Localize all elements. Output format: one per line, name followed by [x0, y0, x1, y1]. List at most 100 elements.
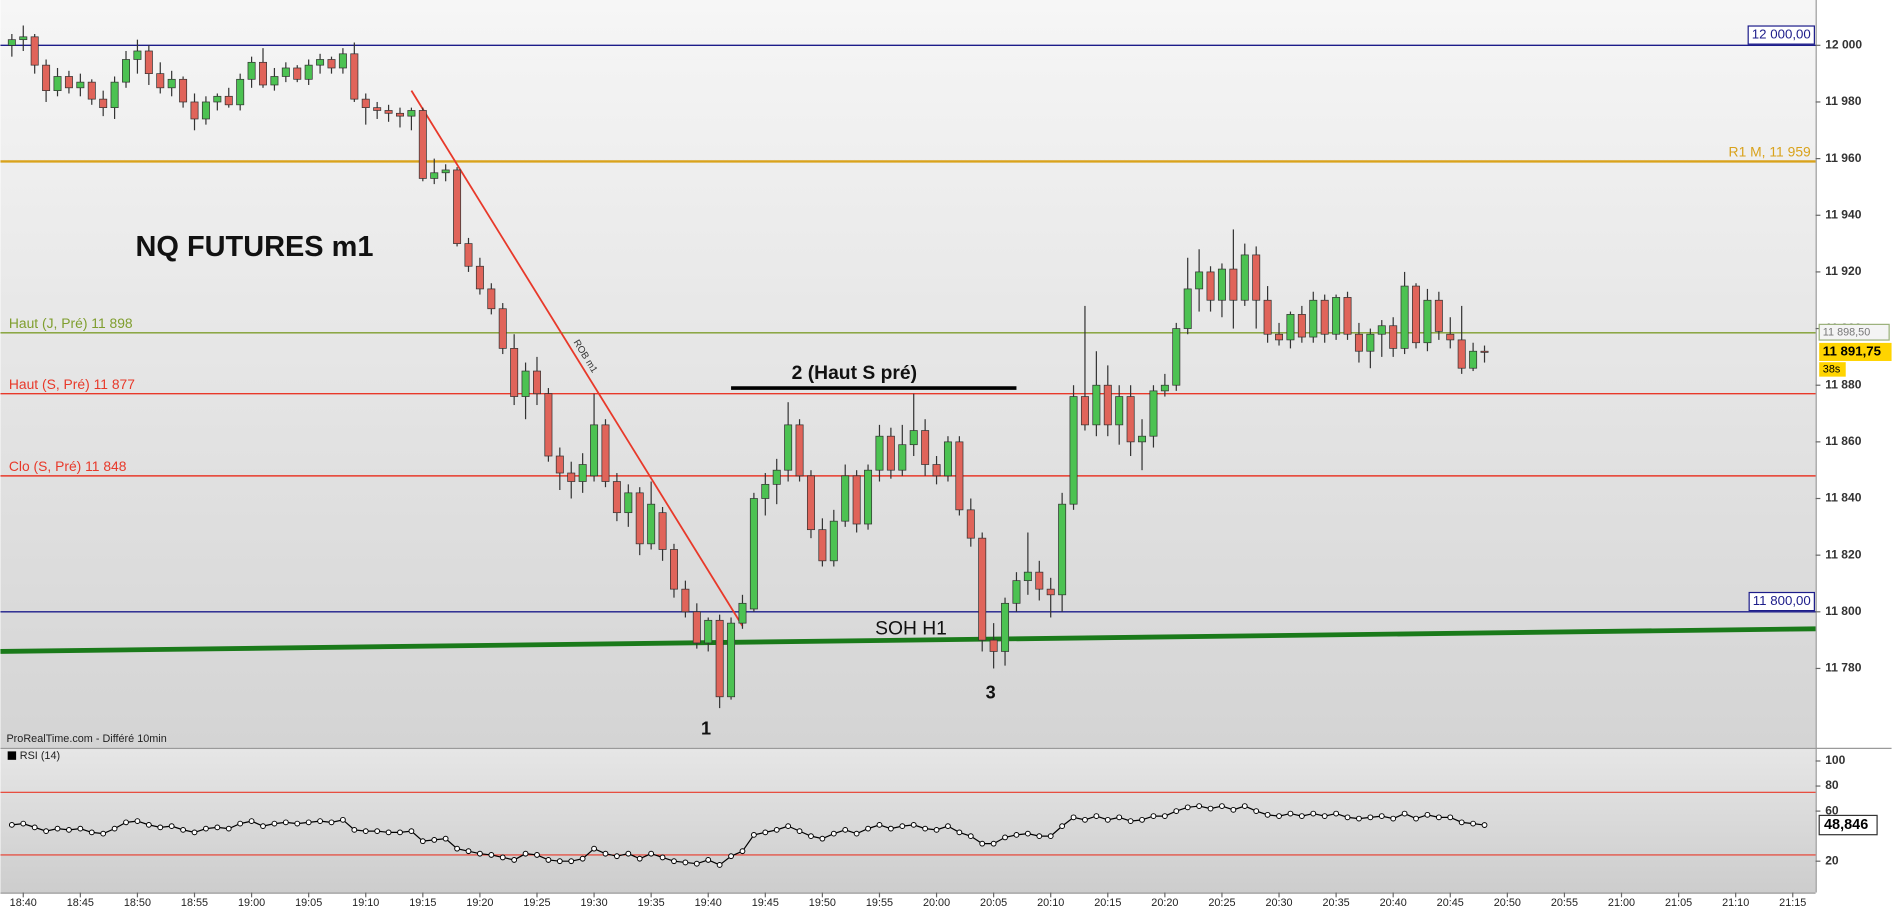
candle-body: [1092, 384, 1101, 426]
rsi-point: [362, 828, 369, 835]
y-tick-label: 11 920: [1825, 264, 1861, 278]
candle-body: [943, 441, 952, 477]
rsi-point: [956, 829, 963, 836]
rsi-point: [1367, 814, 1374, 821]
level-label: Haut (S, Pré) 11 877: [9, 376, 135, 392]
rsi-point: [614, 853, 620, 860]
rsi-point: [979, 840, 986, 847]
rsi-value-box: [1818, 814, 1878, 836]
level-label: Haut (J, Pré) 11 898: [9, 315, 133, 331]
x-tick-label: 19:15: [409, 897, 436, 909]
rsi-point: [1230, 806, 1237, 813]
x-tick-label: 19:05: [295, 897, 322, 909]
candle-body: [1377, 325, 1386, 335]
candle-body: [1366, 333, 1375, 352]
rsi-point: [1413, 815, 1419, 822]
rsi-point: [1127, 818, 1134, 825]
rsi-point: [225, 825, 232, 832]
rsi-point: [1241, 803, 1248, 809]
x-tick-label: 19:35: [638, 897, 665, 909]
candle-body: [247, 61, 256, 80]
rsi-point: [534, 852, 540, 858]
candle-body: [1469, 350, 1478, 369]
rsi-point: [203, 825, 209, 832]
rsi-point: [442, 835, 449, 842]
rsi-point: [671, 858, 677, 865]
candle-body: [533, 370, 541, 395]
candle-body: [681, 588, 690, 613]
candle-body: [601, 424, 610, 482]
rsi-point: [1310, 810, 1317, 817]
rsi-point: [1116, 814, 1123, 821]
rsi-point: [1287, 810, 1294, 817]
rsi-point: [830, 830, 837, 837]
x-tick-label: 18:45: [67, 897, 94, 909]
rsi-point: [248, 818, 255, 825]
rsi-point: [750, 831, 757, 838]
rsi-point: [1104, 816, 1111, 823]
rsi-point: [1481, 822, 1488, 828]
x-tick-label: 20:20: [1151, 897, 1178, 909]
rsi-line: [11, 805, 1485, 866]
level-label-box: [1748, 591, 1815, 612]
rsi-point: [88, 829, 95, 836]
rsi-point: [385, 829, 392, 836]
rsi-point: [796, 828, 803, 835]
candle-body: [1320, 299, 1329, 335]
rsi-y-tick-label: 60: [1825, 803, 1839, 817]
rsi-point: [454, 845, 460, 852]
candle-body: [875, 435, 884, 471]
rsi-point: [887, 825, 894, 832]
annotation: 2 (Haut S pré): [792, 363, 917, 384]
candle-body: [1446, 333, 1455, 341]
rsi-point: [374, 828, 381, 835]
rsi-legend-swatch: [7, 751, 17, 760]
candle-body: [806, 475, 815, 531]
x-tick-label: 19:40: [695, 897, 722, 909]
candle-body: [727, 622, 736, 698]
rsi-point: [591, 845, 597, 852]
candle-body: [1297, 314, 1306, 338]
axis-level-label: 11 898,50: [1823, 327, 1870, 339]
level-label: 12 000,00: [1752, 27, 1811, 42]
rsi-point: [785, 823, 792, 830]
candle-body: [1434, 299, 1443, 332]
candle-body: [829, 520, 838, 562]
rsi-point: [1298, 813, 1305, 819]
candle-body: [749, 498, 758, 610]
candle-body: [772, 469, 781, 485]
rsi-point: [1184, 804, 1191, 811]
candle-body: [441, 169, 450, 174]
rsi-point: [499, 854, 506, 861]
candle-body: [692, 611, 701, 644]
rsi-point: [351, 826, 358, 833]
rsi-point: [1024, 830, 1031, 837]
candle-body: [30, 36, 39, 66]
rsi-y-tick-label: 20: [1825, 853, 1839, 867]
candle-body: [1069, 396, 1078, 505]
candle-body: [670, 549, 678, 590]
candle-body: [487, 288, 496, 310]
rsi-point: [648, 850, 655, 857]
candle-body: [612, 481, 621, 514]
rsi-point: [865, 825, 871, 832]
candle-body: [1195, 271, 1204, 290]
candle-body: [1103, 384, 1112, 426]
rsi-point: [1458, 819, 1465, 826]
candle-body: [270, 76, 279, 86]
candle-body: [555, 455, 564, 474]
rsi-point: [1435, 814, 1442, 821]
candle-body: [122, 59, 130, 83]
rsi-point: [659, 854, 666, 861]
rsi-point: [431, 837, 438, 843]
rsi-point: [43, 828, 49, 835]
rsi-y-tick-label: 80: [1825, 778, 1839, 792]
rsi-point: [1378, 813, 1385, 819]
candle-body: [1263, 299, 1272, 335]
candle-body: [498, 308, 507, 349]
rsi-point: [1082, 816, 1088, 823]
rsi-point: [693, 860, 700, 867]
rsi-point: [1401, 810, 1408, 817]
candle-body: [190, 101, 199, 120]
candle-body: [1480, 350, 1489, 353]
